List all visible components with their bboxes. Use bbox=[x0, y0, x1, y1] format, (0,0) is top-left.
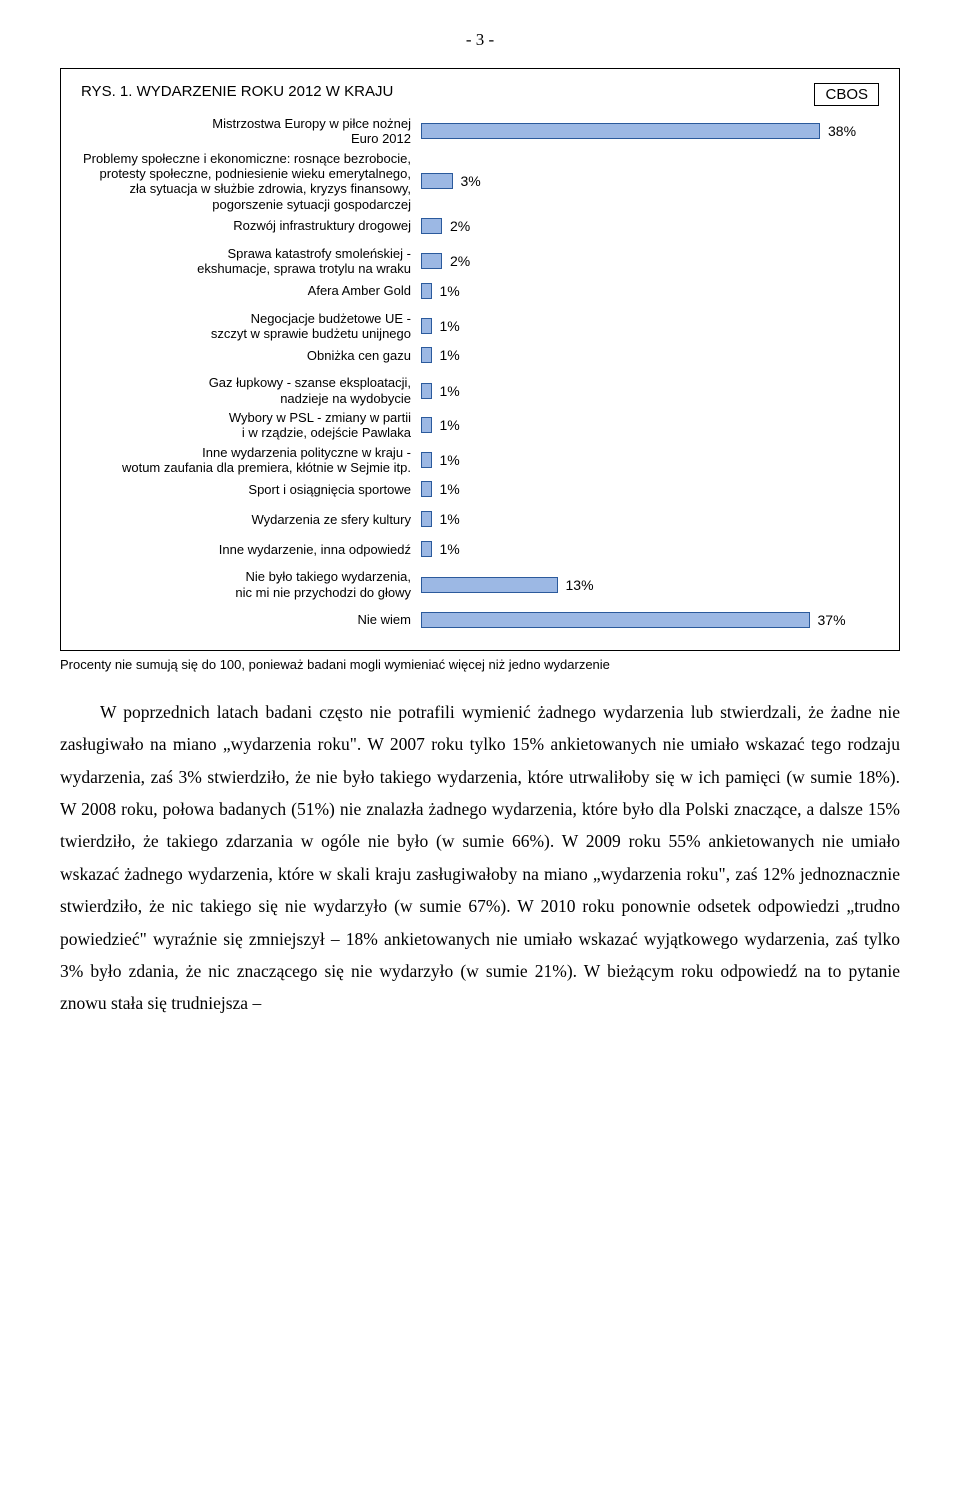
chart-row: Wydarzenia ze sfery kultury 1% bbox=[81, 509, 879, 529]
bar-value-label: 1% bbox=[440, 383, 460, 399]
bar-value-label: 3% bbox=[461, 173, 481, 189]
bar-cell: 1% bbox=[421, 541, 879, 557]
row-label: Nie wiem bbox=[81, 612, 421, 627]
bar-cell: 1% bbox=[421, 452, 879, 468]
row-label: Afera Amber Gold bbox=[81, 283, 421, 298]
row-label: Wybory w PSL - zmiany w partiii w rządzi… bbox=[81, 410, 421, 441]
body-text: W poprzednich latach badani często nie p… bbox=[60, 696, 900, 1020]
bar-cell: 1% bbox=[421, 511, 879, 527]
chart-footnote: Procenty nie sumują się do 100, ponieważ… bbox=[60, 657, 900, 672]
row-label: Inne wydarzenie, inna odpowiedź bbox=[81, 542, 421, 557]
row-label: Mistrzostwa Europy w piłce nożnejEuro 20… bbox=[81, 116, 421, 147]
bar bbox=[421, 218, 442, 234]
chart-row: Mistrzostwa Europy w piłce nożnejEuro 20… bbox=[81, 116, 879, 147]
bar-cell: 1% bbox=[421, 417, 879, 433]
bar-cell: 1% bbox=[421, 283, 879, 299]
bar bbox=[421, 417, 432, 433]
row-label: Negocjacje budżetowe UE -szczyt w sprawi… bbox=[81, 311, 421, 342]
bar-value-label: 2% bbox=[450, 218, 470, 234]
bar bbox=[421, 612, 810, 628]
bar-value-label: 1% bbox=[440, 452, 460, 468]
page: - 3 - RYS. 1. WYDARZENIE ROKU 2012 W KRA… bbox=[0, 0, 960, 1060]
bar-value-label: 1% bbox=[440, 541, 460, 557]
chart-row: Obniżka cen gazu 1% bbox=[81, 345, 879, 365]
bar bbox=[421, 123, 820, 139]
bar-value-label: 1% bbox=[440, 417, 460, 433]
bar-value-label: 1% bbox=[440, 283, 460, 299]
row-label: Sport i osiągnięcia sportowe bbox=[81, 482, 421, 497]
row-label: Sprawa katastrofy smoleńskiej -ekshumacj… bbox=[81, 246, 421, 277]
bar-value-label: 1% bbox=[440, 481, 460, 497]
bar bbox=[421, 347, 432, 363]
bar-cell: 38% bbox=[421, 123, 879, 139]
bar-value-label: 37% bbox=[818, 612, 846, 628]
chart-header: RYS. 1. WYDARZENIE ROKU 2012 W KRAJU CBO… bbox=[81, 83, 879, 106]
bar bbox=[421, 511, 432, 527]
bar-cell: 13% bbox=[421, 577, 879, 593]
bar bbox=[421, 253, 442, 269]
bar bbox=[421, 173, 453, 189]
chart-container: RYS. 1. WYDARZENIE ROKU 2012 W KRAJU CBO… bbox=[60, 68, 900, 651]
chart-rows: Mistrzostwa Europy w piłce nożnejEuro 20… bbox=[81, 116, 879, 630]
bar-cell: 1% bbox=[421, 347, 879, 363]
bar-value-label: 1% bbox=[440, 511, 460, 527]
body-paragraph: W poprzednich latach badani często nie p… bbox=[60, 696, 900, 1020]
bar-cell: 1% bbox=[421, 383, 879, 399]
bar-value-label: 1% bbox=[440, 318, 460, 334]
bar bbox=[421, 577, 558, 593]
bar bbox=[421, 318, 432, 334]
bar-value-label: 1% bbox=[440, 347, 460, 363]
bar-cell: 37% bbox=[421, 612, 879, 628]
chart-row: Inne wydarzenie, inna odpowiedź 1% bbox=[81, 539, 879, 559]
bar bbox=[421, 541, 432, 557]
bar bbox=[421, 481, 432, 497]
bar-cell: 1% bbox=[421, 481, 879, 497]
bar-value-label: 2% bbox=[450, 253, 470, 269]
bar-cell: 2% bbox=[421, 218, 879, 234]
chart-row: Sprawa katastrofy smoleńskiej -ekshumacj… bbox=[81, 246, 879, 277]
bar bbox=[421, 452, 432, 468]
chart-row: Problemy społeczne i ekonomiczne: rosnąc… bbox=[81, 151, 879, 212]
chart-row: Wybory w PSL - zmiany w partiii w rządzi… bbox=[81, 410, 879, 441]
chart-brand-box: CBOS bbox=[814, 83, 879, 106]
chart-row: Nie wiem 37% bbox=[81, 610, 879, 630]
chart-row: Negocjacje budżetowe UE -szczyt w sprawi… bbox=[81, 311, 879, 342]
chart-row: Inne wydarzenia polityczne w kraju -wotu… bbox=[81, 445, 879, 476]
row-label: Gaz łupkowy - szanse eksploatacji,nadzie… bbox=[81, 375, 421, 406]
row-label: Wydarzenia ze sfery kultury bbox=[81, 512, 421, 527]
bar bbox=[421, 283, 432, 299]
bar bbox=[421, 383, 432, 399]
chart-row: Afera Amber Gold 1% bbox=[81, 281, 879, 301]
chart-row: Rozwój infrastruktury drogowej 2% bbox=[81, 216, 879, 236]
page-number: - 3 - bbox=[60, 30, 900, 50]
row-label: Inne wydarzenia polityczne w kraju -wotu… bbox=[81, 445, 421, 476]
row-label: Rozwój infrastruktury drogowej bbox=[81, 218, 421, 233]
row-label: Obniżka cen gazu bbox=[81, 348, 421, 363]
chart-title: RYS. 1. WYDARZENIE ROKU 2012 W KRAJU bbox=[81, 83, 393, 100]
bar-value-label: 13% bbox=[566, 577, 594, 593]
chart-row: Sport i osiągnięcia sportowe 1% bbox=[81, 479, 879, 499]
row-label: Problemy społeczne i ekonomiczne: rosnąc… bbox=[81, 151, 421, 212]
bar-value-label: 38% bbox=[828, 123, 856, 139]
bar-cell: 2% bbox=[421, 253, 879, 269]
chart-row: Nie było takiego wydarzenia,nic mi nie p… bbox=[81, 569, 879, 600]
chart-row: Gaz łupkowy - szanse eksploatacji,nadzie… bbox=[81, 375, 879, 406]
bar-cell: 1% bbox=[421, 318, 879, 334]
row-label: Nie było takiego wydarzenia,nic mi nie p… bbox=[81, 569, 421, 600]
bar-cell: 3% bbox=[421, 173, 879, 189]
